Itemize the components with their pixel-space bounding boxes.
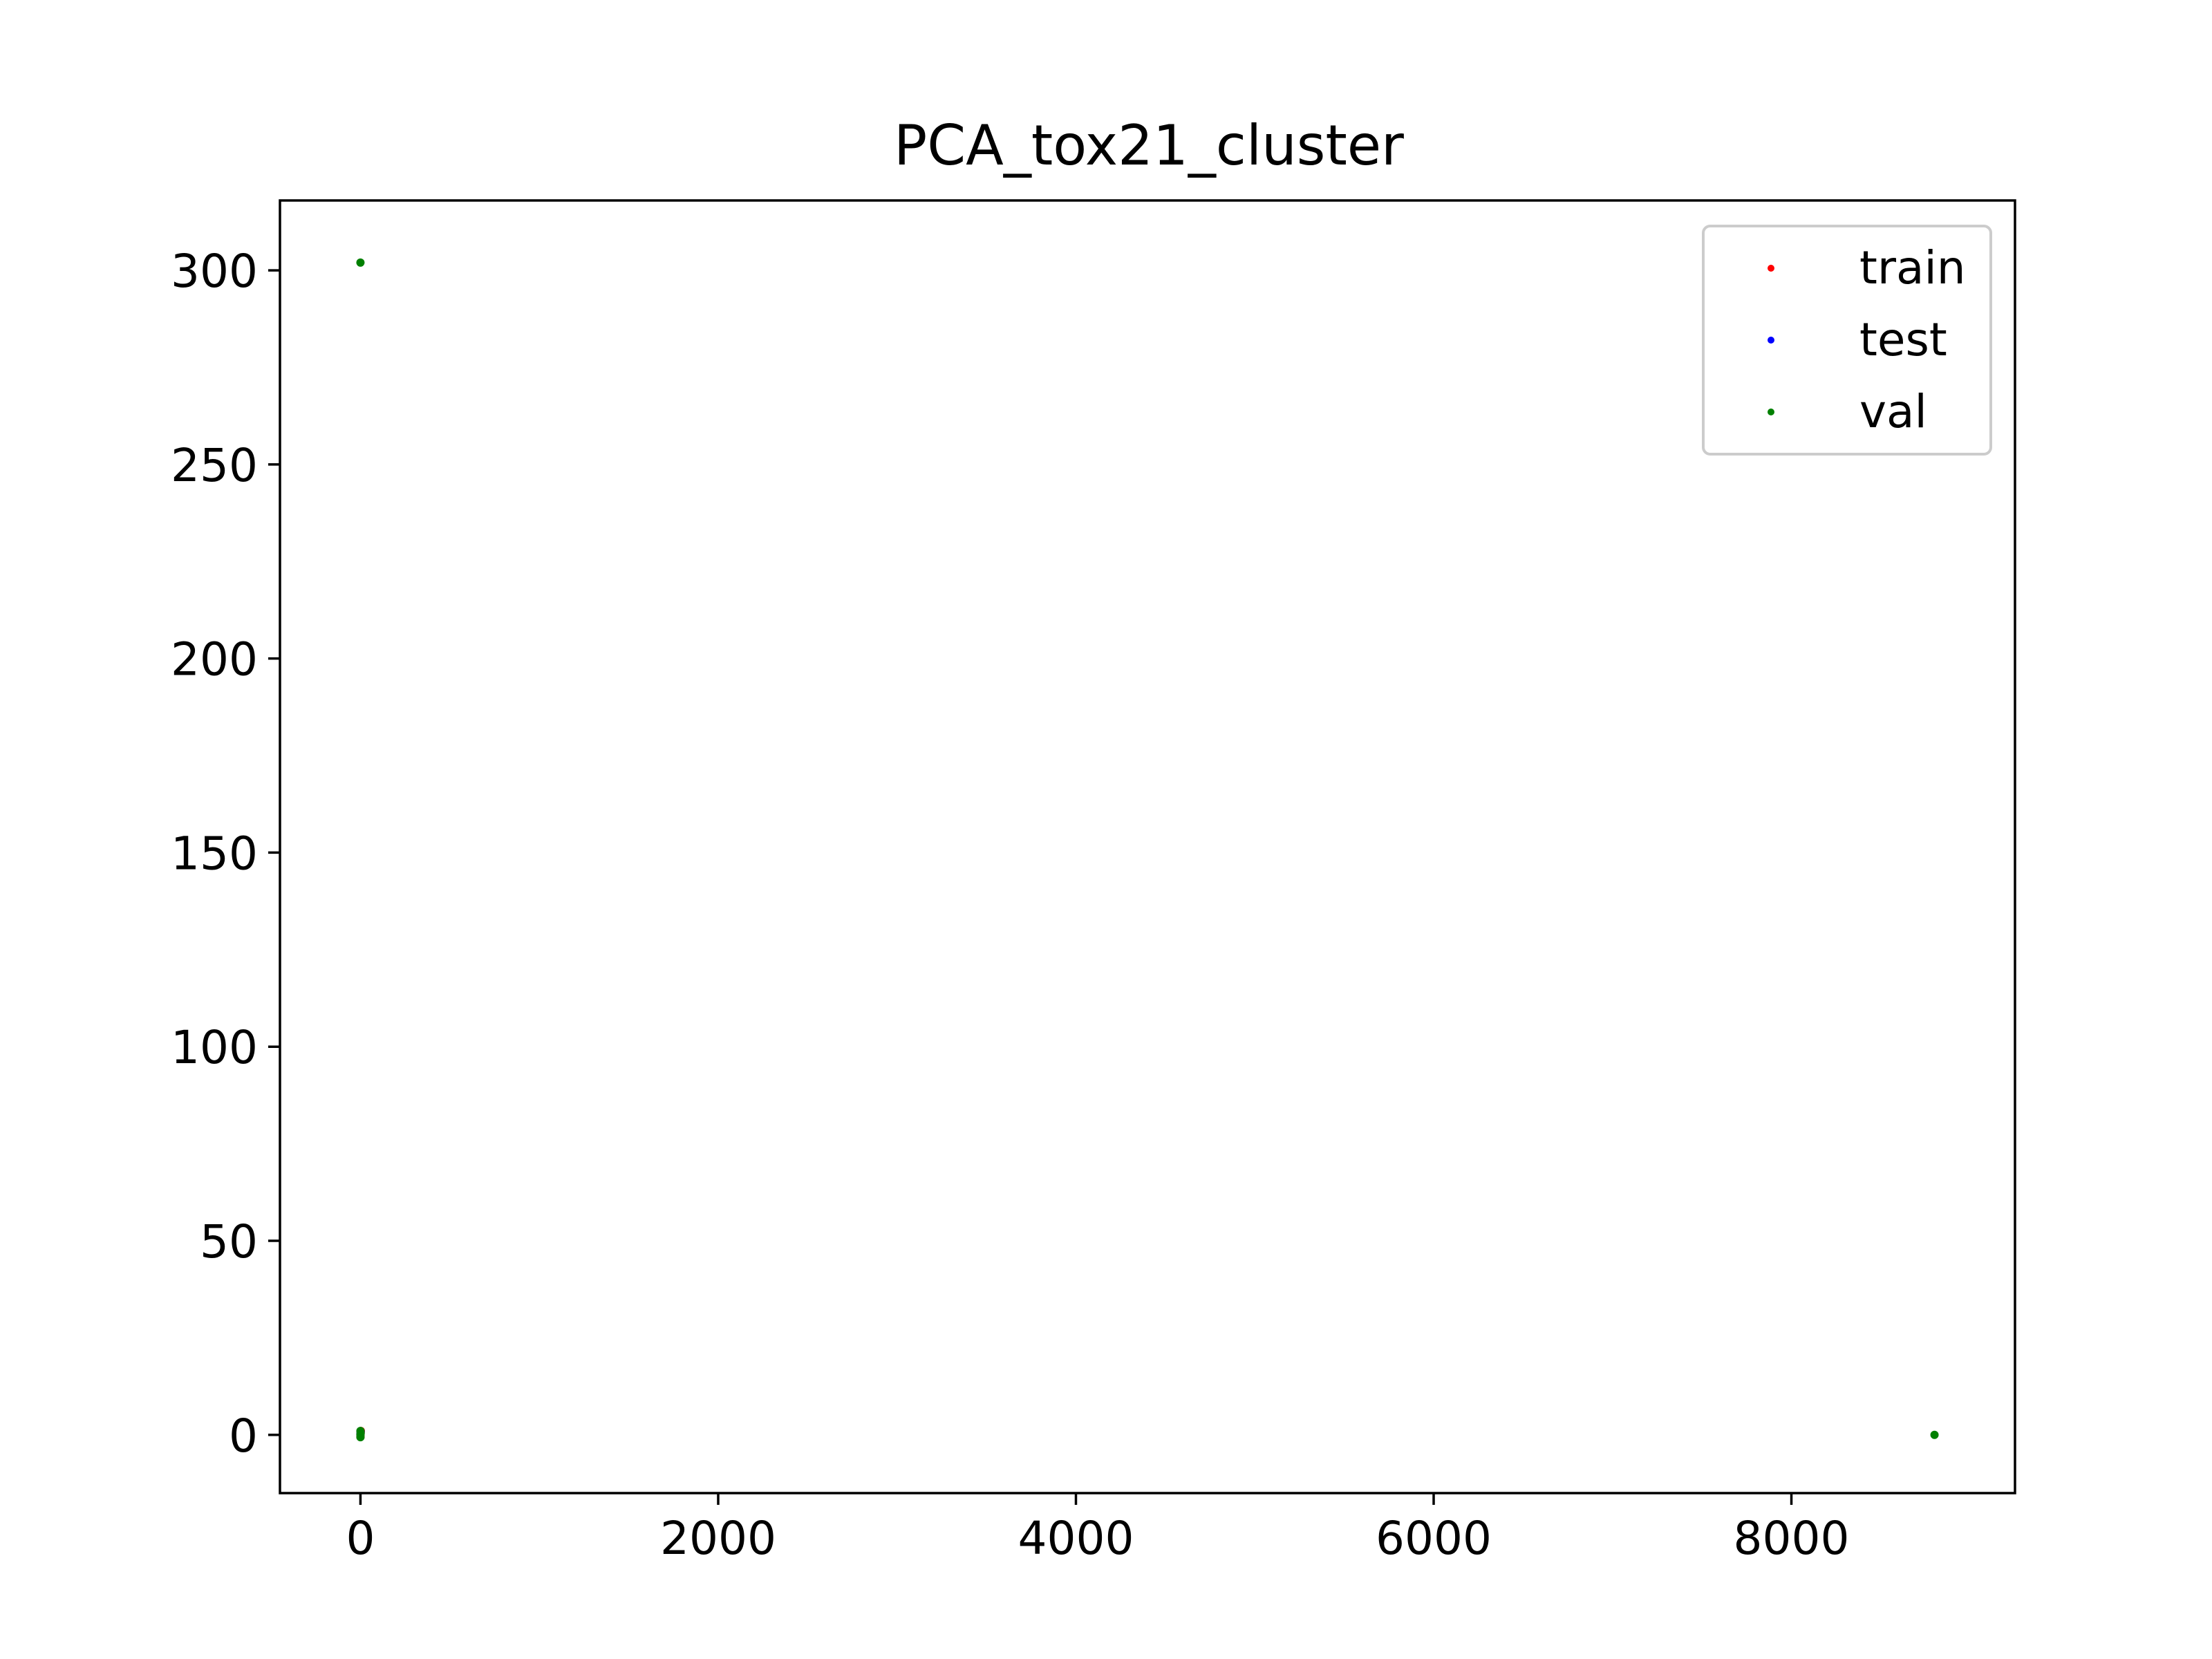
legend-marker-test	[1768, 337, 1774, 344]
y-tick-label: 100	[171, 1021, 258, 1074]
y-tick-label: 200	[171, 633, 258, 686]
legend-box	[1702, 225, 1992, 456]
y-tick-label: 250	[171, 439, 258, 492]
point-val	[356, 1433, 365, 1442]
x-axis-ticks: 0 2000 4000 6000 8000	[346, 1493, 1850, 1565]
y-tick-label: 300	[171, 245, 258, 298]
point-val	[1930, 1430, 1939, 1439]
scatter-points	[356, 258, 1939, 1442]
legend: train test val	[1702, 225, 1992, 456]
x-tick-label: 6000	[1376, 1512, 1492, 1565]
x-tick-label: 0	[346, 1512, 375, 1565]
y-axis-ticks: 0 50 100 150 200 250 300	[171, 245, 280, 1463]
y-tick-label: 0	[229, 1409, 258, 1463]
chart-title: PCA_tox21_cluster	[894, 113, 1404, 178]
plot-frame	[279, 199, 2016, 1494]
y-tick-label: 50	[200, 1215, 258, 1268]
legend-label-test: test	[1859, 313, 1947, 366]
x-tick-label: 4000	[1018, 1512, 1134, 1565]
legend-label-train: train	[1859, 241, 1966, 294]
legend-marker-train	[1768, 265, 1774, 272]
point-val	[356, 258, 365, 267]
legend-marker-val	[1768, 409, 1774, 415]
legend-label-val: val	[1859, 385, 1927, 438]
x-tick-label: 8000	[1734, 1512, 1850, 1565]
y-tick-label: 150	[171, 827, 258, 880]
x-tick-label: 2000	[660, 1512, 776, 1565]
